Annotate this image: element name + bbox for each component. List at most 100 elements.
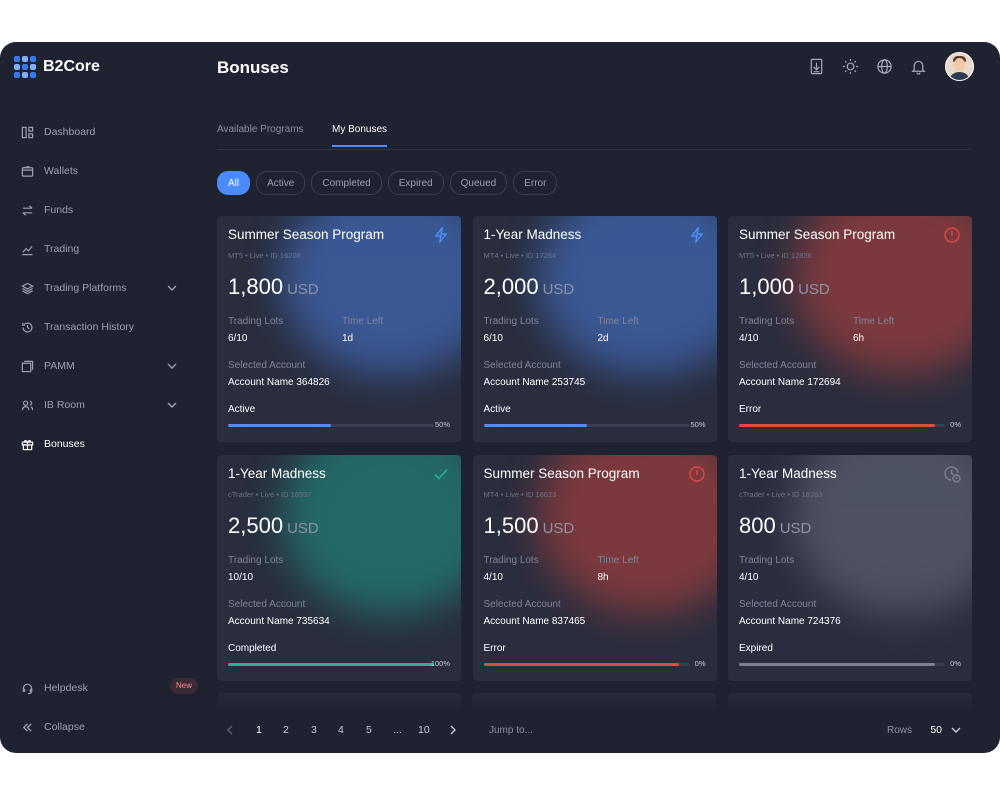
- filter-expired[interactable]: Expired: [387, 171, 444, 195]
- time-left-value: 2d: [597, 333, 609, 344]
- bonus-card[interactable]: 1-Year Madness cTrader • Live • ID 16937 2…: [217, 455, 461, 681]
- progress-bar: [228, 424, 434, 427]
- filter-completed[interactable]: Completed: [311, 171, 382, 195]
- card-account-meta: MT4 • Live • ID 16623: [483, 490, 557, 499]
- app-window: B2Core Dashboard Wallets Funds Trading T…: [0, 42, 1000, 753]
- selected-account-value: Account Name 253745: [483, 377, 586, 388]
- tab-my-bonuses[interactable]: My Bonuses: [332, 124, 388, 147]
- avatar[interactable]: [945, 52, 974, 81]
- language-button[interactable]: [873, 56, 895, 78]
- chevron-down-icon[interactable]: [950, 724, 962, 736]
- prev-page-icon[interactable]: [223, 723, 237, 737]
- download-button[interactable]: [805, 56, 827, 78]
- layers-icon: [20, 281, 34, 295]
- time-left-label: Time Left: [597, 555, 639, 566]
- status-label: Active: [228, 404, 256, 415]
- trading-lots-value: 10/10: [228, 572, 254, 583]
- trading-lots-label: Trading Lots: [228, 555, 284, 566]
- sidebar: B2Core Dashboard Wallets Funds Trading T…: [0, 42, 200, 753]
- card-account-meta: MT4 • Live • ID 17264: [483, 251, 557, 260]
- rows-per-page-select[interactable]: 50: [930, 724, 942, 736]
- status-label: Expired: [739, 643, 773, 654]
- bonus-card[interactable]: Summer Season Program MT5 • Live • ID 128…: [728, 216, 972, 442]
- time-left-value: 1d: [342, 333, 354, 344]
- bonus-card[interactable]: 1-Year Madness MT4 • Live • ID 17264 2,000…: [472, 216, 717, 442]
- trading-lots-value: 4/10: [739, 333, 759, 344]
- bonus-card[interactable]: 1-Year Madness cTrader • Live • ID 18263 8…: [728, 455, 972, 681]
- filter-all[interactable]: All: [217, 171, 251, 195]
- selected-account-label: Selected Account: [483, 599, 561, 610]
- status-filters: All Active Completed Expired Queued Erro…: [217, 171, 558, 195]
- amount-value: 800: [739, 513, 776, 538]
- tab-available-programs[interactable]: Available Programs: [217, 124, 304, 135]
- sidebar-item-trading[interactable]: Trading: [20, 239, 182, 259]
- card-account-meta: cTrader • Live • ID 16937: [228, 490, 312, 499]
- header-actions: [805, 52, 974, 81]
- card-amount: 2,500 USD: [228, 513, 319, 539]
- sidebar-item-transaction-history[interactable]: Transaction History: [20, 317, 182, 337]
- status-label: Completed: [228, 643, 277, 654]
- jump-to-input[interactable]: Jump to...: [489, 725, 533, 736]
- sidebar-item-dashboard[interactable]: Dashboard: [20, 122, 182, 142]
- pagination: 1 2 3 4 5 ... 10 Jump to... Rows 50: [217, 720, 972, 742]
- selected-account-label: Selected Account: [739, 360, 817, 371]
- card-title: 1-Year Madness: [483, 227, 582, 242]
- sidebar-item-helpdesk[interactable]: Helpdesk New: [20, 678, 199, 698]
- page-1[interactable]: 1: [256, 724, 262, 736]
- sidebar-item-ib-room[interactable]: IB Room: [20, 395, 182, 415]
- time-left-value: 8h: [597, 572, 609, 583]
- card-title: 1-Year Madness: [228, 466, 326, 481]
- sidebar-item-label: Bonuses: [44, 438, 85, 450]
- progress-percent: 0%: [950, 659, 961, 668]
- alert-icon: [688, 465, 706, 483]
- history-icon: [20, 320, 34, 334]
- page-10[interactable]: 10: [418, 724, 430, 736]
- sidebar-item-trading-platforms[interactable]: Trading Platforms: [20, 278, 182, 298]
- collapse-button[interactable]: Collapse: [20, 717, 182, 737]
- bonus-card[interactable]: Summer Season Program MT4 • Live • ID 166…: [472, 455, 717, 681]
- download-icon: [810, 58, 822, 75]
- card-amount: 1,800 USD: [228, 274, 319, 300]
- progress-bar: [483, 424, 690, 427]
- trading-lots-value: 6/10: [228, 333, 248, 344]
- sidebar-item-funds[interactable]: Funds: [20, 200, 182, 220]
- logo-text: B2Core: [43, 58, 100, 75]
- sidebar-item-label: Helpdesk: [44, 682, 88, 694]
- amount-value: 1,500: [483, 513, 539, 538]
- time-left-label: Time Left: [853, 316, 895, 327]
- page-2[interactable]: 2: [283, 724, 289, 736]
- time-left-label: Time Left: [342, 316, 384, 327]
- sidebar-item-wallets[interactable]: Wallets: [20, 161, 182, 181]
- dashboard-icon: [20, 125, 34, 139]
- page-3[interactable]: 3: [311, 724, 317, 736]
- bell-icon: [910, 60, 926, 75]
- amount-currency: USD: [798, 281, 830, 298]
- theme-toggle-button[interactable]: [839, 56, 861, 78]
- sidebar-item-bonuses[interactable]: Bonuses: [20, 434, 182, 454]
- selected-account-value: Account Name 364826: [228, 377, 330, 388]
- sidebar-item-label: Trading Platforms: [44, 282, 127, 294]
- page-5[interactable]: 5: [366, 724, 372, 736]
- logo[interactable]: B2Core: [14, 56, 100, 78]
- headset-icon: [20, 681, 34, 695]
- selected-account-value: Account Name 724376: [739, 616, 841, 627]
- amount-currency: USD: [542, 520, 575, 537]
- page-4[interactable]: 4: [338, 724, 344, 736]
- trading-lots-label: Trading Lots: [483, 555, 539, 566]
- amount-value: 1,000: [739, 274, 795, 299]
- progress-percent: 50%: [690, 420, 706, 429]
- next-page-icon[interactable]: [446, 723, 460, 737]
- filter-queued[interactable]: Queued: [449, 171, 508, 195]
- sidebar-item-label: Funds: [44, 204, 74, 216]
- trading-lots-label: Trading Lots: [228, 316, 284, 327]
- lightning-icon: [432, 226, 450, 244]
- time-left-label: Time Left: [597, 316, 639, 327]
- sidebar-item-pamm[interactable]: PAMM: [20, 356, 182, 376]
- progress-percent: 50%: [434, 420, 450, 429]
- notifications-button[interactable]: [907, 56, 929, 78]
- filter-error[interactable]: Error: [513, 171, 558, 195]
- amount-value: 2,500: [228, 513, 284, 538]
- progress-percent: 100%: [430, 659, 450, 668]
- filter-active[interactable]: Active: [256, 171, 306, 195]
- bonus-card[interactable]: Summer Season Program MT5 • Live • ID 162…: [217, 216, 461, 442]
